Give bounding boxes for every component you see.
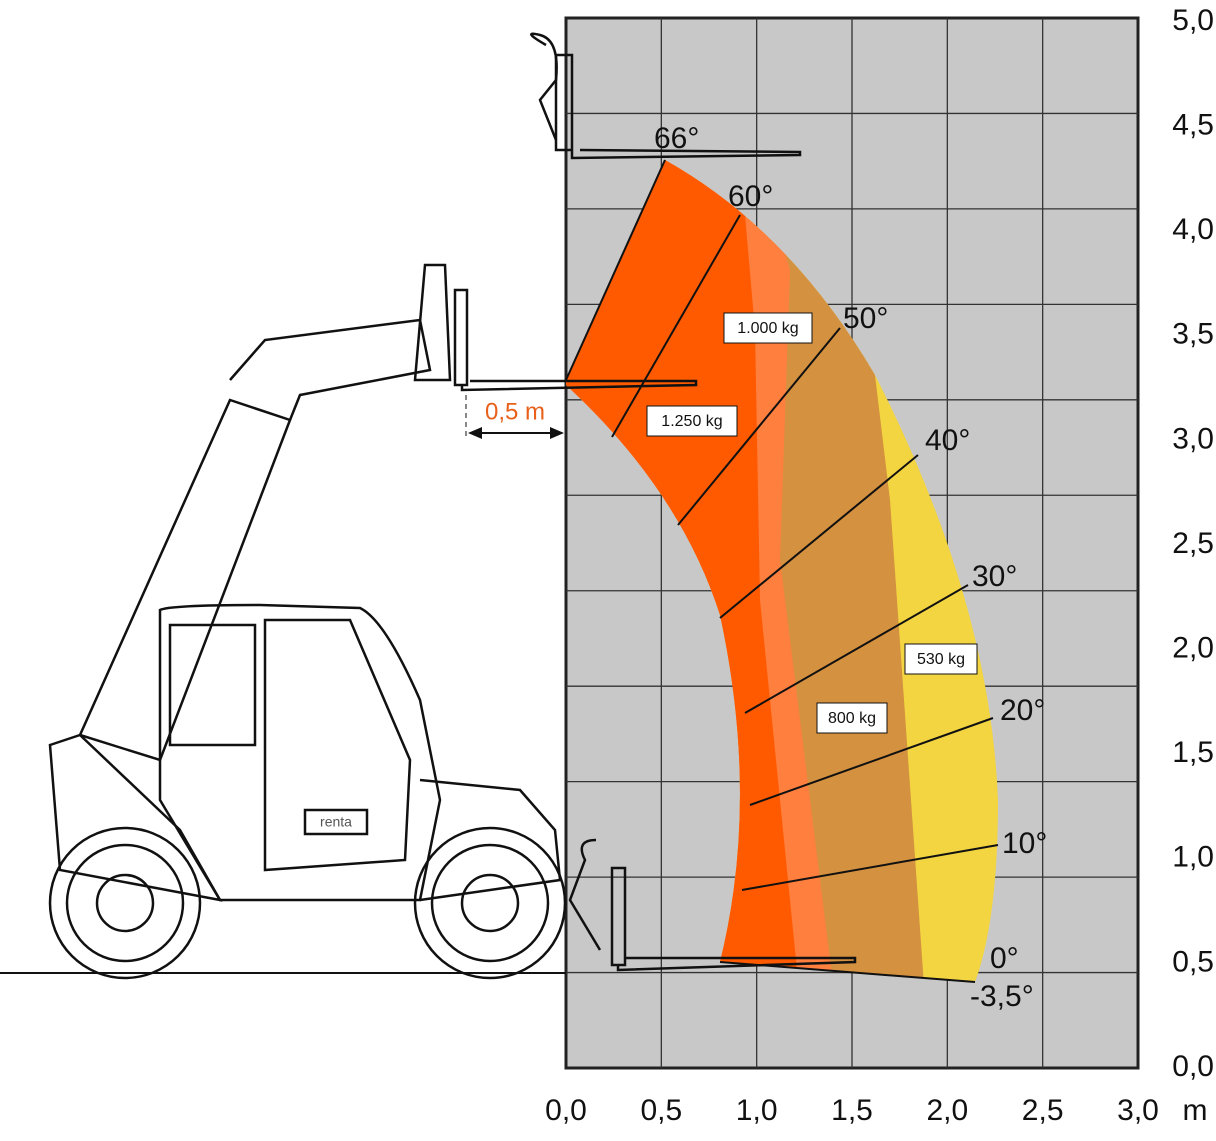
angle-line [611,214,741,438]
x-tick-label: 1,0 [736,1094,778,1127]
load-label: 1.250 kg [661,413,722,430]
load-label: 530 kg [917,651,965,668]
y-tick-label: 0,5 [1172,945,1214,978]
load-box [646,405,738,437]
angle-label: 30° [972,560,1017,593]
dimension-label: 0,5 m [485,398,545,425]
angle-line [677,327,841,526]
load-label: 800 kg [828,710,876,727]
y-tick-label: 1,0 [1172,841,1214,874]
x-tick-label: 3,0 [1117,1094,1159,1127]
y-tick-label: 2,0 [1172,632,1214,665]
angle-label: 60° [728,180,773,213]
y-tick-label: 3,5 [1172,318,1214,351]
angle-label: 50° [843,302,888,335]
angle-line [565,159,666,381]
y-tick-label: 4,5 [1172,109,1214,142]
angle-label: 10° [1002,827,1047,860]
angle-label: -3,5° [970,980,1034,1013]
y-tick-label: 2,5 [1172,527,1214,560]
x-unit: m [1183,1094,1208,1127]
angle-label: 0° [990,942,1019,975]
angle-lines [565,159,999,983]
x-tick-label: 1,5 [831,1094,873,1127]
angle-label: 66° [654,122,699,155]
load-label: 1.000 kg [737,320,798,337]
y-tick-label: 5,0 [1172,4,1214,37]
dimension: 0,5 m [465,395,564,440]
x-tick-label: 0,5 [640,1094,682,1127]
y-tick-label: 0,0 [1172,1050,1214,1083]
angle-line [741,844,999,891]
angle-line [744,584,969,714]
angle-labels: 66° 60° 50° 40° 30° 20° 10° 0° -3,5° [654,122,1047,1013]
brand: renta [320,814,352,830]
axis-labels: 0,0 0,5 1,0 1,5 2,0 2,5 3,0 m 5,0 4,5 4,0 3,5 3,0 2,5… [545,4,1214,1127]
forks [453,32,857,972]
y-tick-label: 1,5 [1172,736,1214,769]
load-box [723,312,813,344]
x-tick-label: 2,0 [926,1094,968,1127]
angle-label: 20° [1000,694,1045,727]
x-tick-label: 2,5 [1022,1094,1064,1127]
angle-line [719,454,919,619]
angle-line [749,717,994,806]
telehandler [48,263,567,980]
x-tick-label: 0,0 [545,1094,587,1127]
y-tick-label: 3,0 [1172,422,1214,455]
load-box [816,702,888,734]
angle-label: 40° [925,424,970,457]
load-box [904,643,978,675]
load-labels: 1.000 kg 1.250 kg 800 kg 530 kg [646,312,978,734]
y-tick-label: 4,0 [1172,213,1214,246]
